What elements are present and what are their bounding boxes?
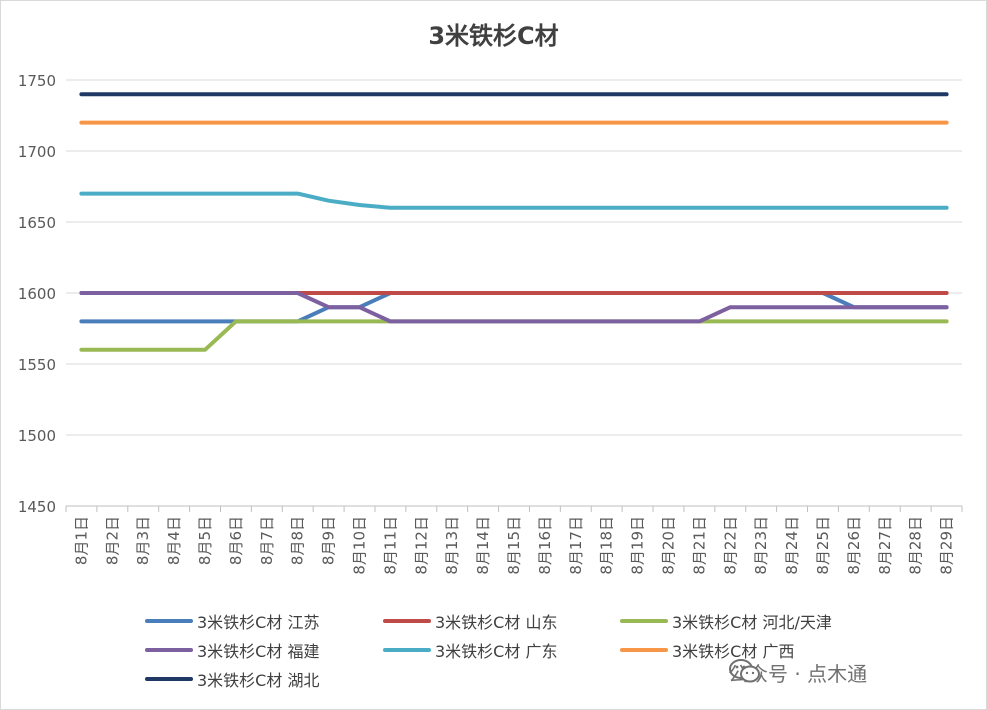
- series-lines: [79, 92, 949, 352]
- legend-swatch: [383, 619, 431, 623]
- legend-swatch: [145, 619, 193, 623]
- legend-swatch: [383, 648, 431, 652]
- x-tick-label: 8月17日: [567, 516, 585, 575]
- x-tick-label: 8月9日: [320, 516, 338, 565]
- legend-label: 3米铁杉C材 广东: [435, 642, 558, 661]
- x-tick-label: 8月26日: [845, 516, 863, 575]
- x-tick-label: 8月18日: [598, 516, 616, 575]
- x-axis: 8月1日 8月2日 8月3日 8月4日 8月5日 8月6日 8月7日 8月8日 8月9日 8月10…: [65, 505, 963, 575]
- series-line-3: [79, 291, 949, 324]
- gridlines: [66, 79, 962, 436]
- legend-label: 3米铁杉C材 山东: [435, 613, 558, 632]
- wechat-icon: [729, 659, 760, 683]
- legend-item: 3米铁杉C材 山东: [383, 611, 558, 632]
- x-tick-label: 8月7日: [258, 516, 276, 565]
- x-tick-label: 8月23日: [752, 516, 770, 575]
- x-tick-label: 8月29日: [938, 516, 956, 575]
- x-tick-label: 8月10日: [351, 516, 369, 575]
- x-tick-label: 8月28日: [907, 516, 925, 575]
- x-tick-label: 8月1日: [72, 516, 90, 565]
- legend-swatch: [145, 677, 193, 681]
- legend-swatch: [620, 619, 668, 623]
- legend-swatch: [620, 648, 668, 652]
- x-tick-label: 8月5日: [196, 516, 214, 565]
- chart-title: 3米铁杉C材: [428, 22, 559, 50]
- x-tick-label: 8月3日: [134, 516, 152, 565]
- x-tick-label: 8月20日: [659, 516, 677, 575]
- x-tick-label: 8月16日: [536, 516, 554, 575]
- legend-item: 3米铁杉C材 广东: [383, 640, 558, 661]
- x-tick-label: 8月6日: [227, 516, 245, 565]
- x-tick-label: 8月27日: [876, 516, 894, 575]
- legend-label: 3米铁杉C材 福建: [197, 642, 320, 661]
- y-tick-label: 1500: [18, 427, 56, 445]
- legend-label: 3米铁杉C材 湖北: [197, 671, 320, 690]
- legend-label: 3米铁杉C材 广西: [672, 642, 795, 661]
- y-tick-label: 1750: [18, 72, 56, 90]
- y-axis-ticks: 1450 1500 1550 1600 1650 1700 1750: [18, 72, 56, 516]
- y-tick-label: 1650: [18, 214, 56, 232]
- y-tick-label: 1450: [18, 498, 56, 516]
- x-tick-label: 8月11日: [381, 516, 399, 575]
- x-tick-label: 8月25日: [814, 516, 832, 575]
- legend-item: 3米铁杉C材 福建: [145, 640, 320, 661]
- watermark: 公众号 · 点木通: [728, 658, 867, 687]
- y-tick-label: 1700: [18, 143, 56, 161]
- x-tick-label: 8月14日: [474, 516, 492, 575]
- x-tick-label: 8月15日: [505, 516, 523, 575]
- legend-swatch: [145, 648, 193, 652]
- series-line-2: [79, 319, 949, 352]
- x-tick-label: 8月2日: [103, 516, 121, 565]
- x-tick-label: 8月24日: [783, 516, 801, 575]
- x-tick-label: 8月21日: [690, 516, 708, 575]
- x-tick-label: 8月4日: [165, 516, 183, 565]
- legend-label: 3米铁杉C材 江苏: [197, 613, 320, 632]
- x-tick-label: 8月12日: [412, 516, 430, 575]
- x-tick-label: 8月13日: [443, 516, 461, 575]
- legend-item: 3米铁杉C材 江苏: [145, 611, 320, 632]
- x-tick-label: 8月19日: [629, 516, 647, 575]
- y-tick-label: 1550: [18, 356, 56, 374]
- x-tick-label: 8月22日: [721, 516, 739, 575]
- series-line-4: [79, 191, 949, 210]
- legend-label: 3米铁杉C材 河北/天津: [672, 613, 832, 632]
- legend-item: 3米铁杉C材 广西: [620, 640, 795, 661]
- x-tick-label: 8月8日: [289, 516, 307, 565]
- legend-item: 3米铁杉C材 河北/天津: [620, 611, 832, 632]
- legend-item: 3米铁杉C材 湖北: [145, 669, 320, 690]
- y-tick-label: 1600: [18, 285, 56, 303]
